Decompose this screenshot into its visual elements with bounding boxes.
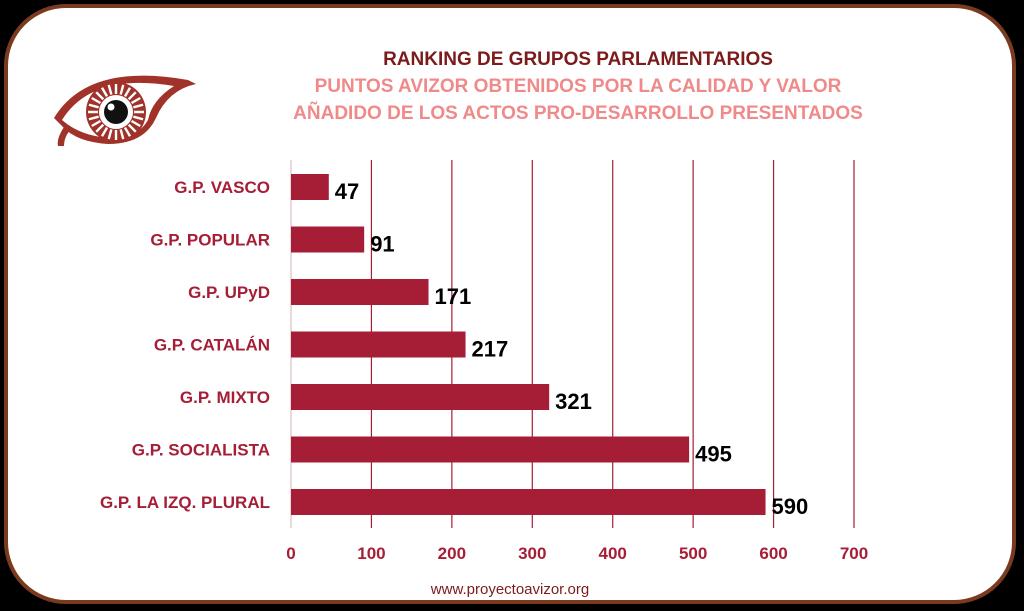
bar bbox=[291, 174, 329, 200]
category-label: G.P. CATALÁN bbox=[154, 336, 270, 355]
data-label: 590 bbox=[772, 494, 809, 519]
category-label: G.P. UPyD bbox=[188, 283, 270, 302]
category-label: G.P. LA IZQ. PLURAL bbox=[100, 493, 270, 512]
bar bbox=[291, 279, 429, 305]
x-tick-label: 600 bbox=[759, 544, 787, 563]
x-tick-label: 0 bbox=[286, 544, 295, 563]
data-label: 47 bbox=[335, 179, 359, 204]
category-label: G.P. POPULAR bbox=[150, 231, 270, 250]
category-label: G.P. SOCIALISTA bbox=[132, 441, 270, 460]
website-url: www.proyectoavizor.org bbox=[430, 581, 590, 598]
x-tick-label: 100 bbox=[357, 544, 385, 563]
category-label: G.P. VASCO bbox=[174, 178, 270, 197]
chart-title: RANKING DE GRUPOS PARLAMENTARIOS bbox=[383, 49, 773, 70]
data-label: 91 bbox=[370, 232, 394, 257]
bar bbox=[291, 436, 690, 463]
x-tick-label: 200 bbox=[438, 544, 466, 563]
chart-subtitle-line-2: AÑADIDO DE LOS ACTOS PRO-DESARROLLO PRES… bbox=[293, 103, 863, 124]
data-label: 171 bbox=[435, 284, 472, 309]
chart-card: RANKING DE GRUPOS PARLAMENTARIOS PUNTOS … bbox=[4, 4, 1016, 604]
bar bbox=[291, 384, 550, 410]
bar bbox=[291, 331, 466, 358]
data-label: 217 bbox=[472, 337, 509, 362]
chart-title-block: RANKING DE GRUPOS PARLAMENTARIOS PUNTOS … bbox=[258, 46, 898, 127]
data-label: 495 bbox=[695, 442, 732, 467]
bar bbox=[291, 489, 766, 515]
data-label: 321 bbox=[555, 389, 592, 414]
chart-subtitle-line-1: PUNTOS AVIZOR OBTENIDOS POR LA CALIDAD Y… bbox=[314, 76, 842, 97]
bar bbox=[291, 226, 365, 253]
x-tick-label: 700 bbox=[840, 544, 868, 563]
x-tick-label: 500 bbox=[679, 544, 707, 563]
category-label: G.P. MIXTO bbox=[180, 388, 270, 407]
eye-icon bbox=[54, 75, 196, 146]
bar-chart: 0 100 200 300 400 500 600 700 G.P. VASCO 47 G.P. P… bbox=[100, 160, 868, 563]
x-tick-label: 400 bbox=[599, 544, 627, 563]
x-tick-label: 300 bbox=[518, 544, 546, 563]
